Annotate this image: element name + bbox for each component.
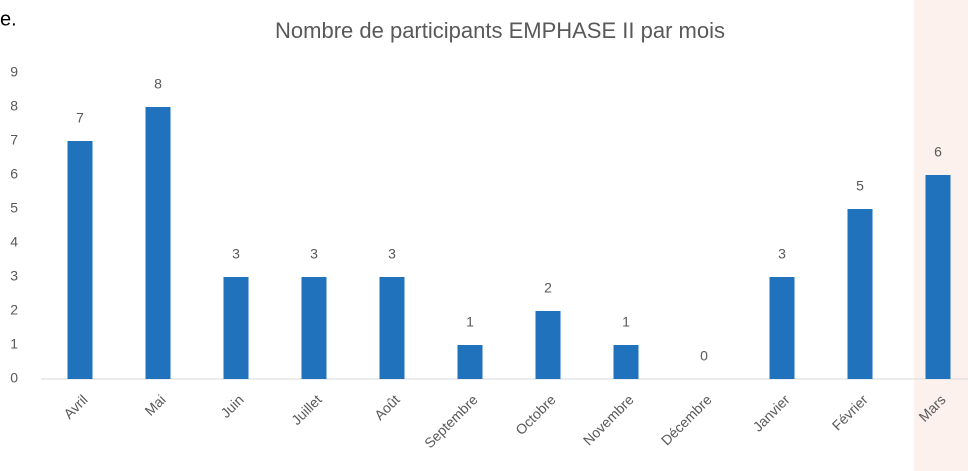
y-tick-label: 3 [10, 268, 18, 284]
value-label: 1 [622, 314, 630, 330]
value-label: 8 [154, 76, 162, 92]
annotation: e. [0, 8, 17, 30]
y-tick-label: 1 [10, 336, 18, 352]
x-tick-label: Avril [60, 391, 90, 421]
value-label: 3 [232, 246, 240, 262]
y-tick-label: 4 [10, 234, 18, 250]
x-tick-label: Janvier [750, 391, 793, 434]
x-tick-label: Octobre [512, 391, 559, 438]
bar [145, 107, 171, 379]
x-tick-label: Février [829, 391, 871, 433]
y-tick-label: 5 [10, 200, 18, 216]
bar [535, 311, 561, 379]
value-label: 3 [778, 246, 786, 262]
value-label: 3 [310, 246, 318, 262]
x-tick-label: Décembre [658, 391, 715, 448]
y-tick-label: 8 [10, 98, 18, 114]
chart-title: Nombre de participants EMPHASE II par mo… [275, 18, 725, 43]
bar [847, 209, 873, 379]
bar [925, 175, 951, 379]
bar [613, 345, 639, 379]
value-label: 3 [388, 246, 396, 262]
bar [301, 277, 327, 379]
y-tick-label: 7 [10, 132, 18, 148]
x-tick-label: Juillet [288, 391, 325, 428]
x-tick-label: Juin [217, 391, 246, 420]
bar [457, 345, 483, 379]
bar [379, 277, 405, 379]
bar [223, 277, 249, 379]
x-tick-label: Mai [141, 391, 168, 418]
value-label: 5 [856, 178, 864, 194]
y-tick-label: 9 [10, 64, 18, 80]
bar [67, 141, 93, 379]
x-tick-label: Novembre [580, 391, 637, 448]
x-tick-label: Août [371, 391, 403, 423]
value-label: 2 [544, 280, 552, 296]
value-label: 1 [466, 314, 474, 330]
bar [769, 277, 795, 379]
x-tick-label: Septembre [421, 391, 481, 451]
y-tick-label: 2 [10, 302, 18, 318]
value-label: 0 [700, 348, 708, 364]
value-label: 6 [934, 144, 942, 160]
y-tick-label: 0 [10, 370, 18, 386]
value-label: 7 [76, 110, 84, 126]
y-tick-label: 6 [10, 166, 18, 182]
